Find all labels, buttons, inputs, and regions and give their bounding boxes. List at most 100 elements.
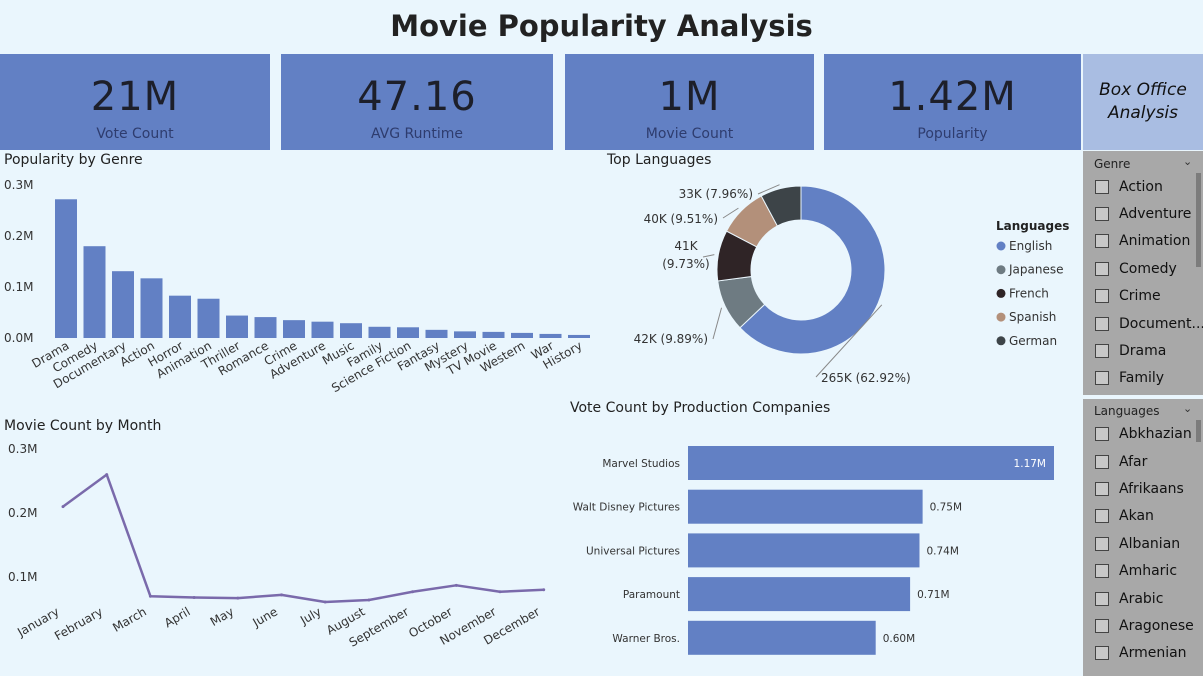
languages-slicer-scrollbar[interactable] [1196, 420, 1201, 442]
top-languages-donut-chart[interactable]: 265K (62.92%) 42K (9.89%) 41K (9.73%) 40K (9… [595, 170, 1080, 395]
company-bar [688, 620, 876, 655]
language-option[interactable]: Amharic [1095, 561, 1203, 581]
data-label-line: 41K [674, 239, 698, 253]
checkbox[interactable] [1095, 509, 1109, 523]
data-point [148, 594, 152, 598]
legend-marker [996, 288, 1006, 298]
kpi-label: Popularity [917, 126, 988, 142]
y-tick-label: 0.2M [8, 506, 37, 520]
data-label: 40K (9.51%) [644, 212, 718, 226]
box-office-analysis-button[interactable]: Box Office Analysis [1083, 54, 1203, 150]
checkbox[interactable] [1095, 317, 1109, 331]
chevron-down-icon[interactable]: ⌄ [1183, 402, 1193, 415]
checkbox[interactable] [1095, 537, 1109, 551]
genre-option[interactable]: Family [1095, 368, 1203, 388]
legend-entry: Japanese [1008, 263, 1064, 277]
checkbox[interactable] [1095, 619, 1109, 633]
company-bar [688, 446, 1054, 480]
genre-option-label: Animation [1119, 233, 1191, 249]
kpi-card-movie-count[interactable]: 1M Movie Count [565, 54, 814, 150]
genre-bar [283, 320, 305, 338]
genre-option[interactable]: Crime [1095, 286, 1203, 306]
genre-option-label: Action [1119, 179, 1163, 195]
checkbox[interactable] [1095, 564, 1109, 578]
genre-bar [568, 334, 590, 338]
genre-option-label: Comedy [1119, 261, 1177, 277]
genre-option[interactable]: Animation [1095, 231, 1203, 251]
genre-bar [311, 321, 334, 338]
language-option[interactable]: Arabic [1095, 589, 1203, 609]
kpi-card-avg-runtime[interactable]: 47.16 AVG Runtime [281, 54, 553, 150]
kpi-card-popularity[interactable]: 1.42M Popularity [824, 54, 1081, 150]
legend-marker [996, 312, 1006, 322]
checkbox[interactable] [1095, 207, 1109, 221]
checkbox[interactable] [1095, 592, 1109, 606]
chart-title-popularity-by-genre: Popularity by Genre [4, 152, 143, 168]
genre-option[interactable]: Drama [1095, 341, 1203, 361]
checkbox[interactable] [1095, 371, 1109, 385]
language-option[interactable]: Akan [1095, 506, 1203, 526]
chevron-down-icon[interactable]: ⌄ [1183, 155, 1193, 168]
checkbox[interactable] [1095, 180, 1109, 194]
data-point [411, 590, 415, 594]
legend-entry: German [1009, 334, 1057, 348]
genre-option[interactable]: Comedy [1095, 259, 1203, 279]
languages-slicer-header: Languages [1094, 404, 1160, 418]
kpi-value: 21M [90, 74, 180, 120]
genre-bar [197, 298, 220, 338]
genre-bar [169, 295, 191, 338]
genre-option[interactable]: Document... [1095, 314, 1203, 334]
genre-option[interactable]: Adventure [1095, 204, 1203, 224]
genre-slicer-header: Genre [1094, 157, 1131, 171]
chart-title-vote-count-by-production: Vote Count by Production Companies [570, 400, 831, 416]
data-label: 0.74M [926, 545, 958, 557]
genre-bar [55, 199, 77, 338]
y-tick-label: 0.2M [4, 229, 33, 243]
popularity-by-genre-chart[interactable]: 0.0M0.1M0.2M0.3MDramaComedyDocumentaryAc… [0, 170, 595, 405]
genre-bar [140, 278, 163, 338]
language-option[interactable]: Armenian [1095, 643, 1203, 663]
genre-option-label: Drama [1119, 343, 1167, 359]
language-option-label: Armenian [1119, 645, 1187, 661]
data-point [236, 596, 240, 600]
slicer-divider [1083, 395, 1203, 399]
page-title: Movie Popularity Analysis [390, 9, 813, 43]
x-tick-label: March [110, 604, 149, 634]
language-option[interactable]: Aragonese [1095, 616, 1203, 636]
kpi-label: Vote Count [96, 126, 174, 142]
checkbox[interactable] [1095, 234, 1109, 248]
language-option[interactable]: Afrikaans [1095, 479, 1203, 499]
company-label: Marvel Studios [602, 458, 680, 470]
genre-bar [511, 332, 533, 338]
company-label: Warner Bros. [612, 633, 680, 645]
genre-slicer-scrollbar[interactable] [1196, 173, 1201, 267]
legend-entry: Spanish [1009, 310, 1056, 324]
genre-bar [425, 329, 448, 338]
data-label: 33K (7.96%) [679, 187, 753, 201]
y-tick-label: 0.1M [8, 570, 37, 584]
language-option[interactable]: Abkhazian [1095, 424, 1203, 444]
checkbox[interactable] [1095, 262, 1109, 276]
data-point [280, 593, 283, 597]
kpi-label: Movie Count [645, 126, 734, 142]
box-office-analysis-label: Box Office Analysis [1099, 80, 1187, 123]
genre-option[interactable]: Action [1095, 177, 1203, 197]
data-point [542, 588, 546, 592]
checkbox[interactable] [1095, 646, 1109, 660]
checkbox[interactable] [1095, 344, 1109, 358]
genre-bar [482, 331, 505, 338]
legend-marker [996, 241, 1006, 251]
checkbox[interactable] [1095, 482, 1109, 496]
checkbox[interactable] [1095, 289, 1109, 303]
language-option[interactable]: Albanian [1095, 534, 1203, 554]
language-option-label: Afar [1119, 454, 1148, 470]
kpi-card-vote-count[interactable]: 21M Vote Count [0, 54, 270, 150]
vote-count-by-production-chart[interactable]: Marvel Studios 1.17M Walt Disney Pictures 0… [565, 420, 1080, 676]
checkbox[interactable] [1095, 427, 1109, 441]
data-point [192, 595, 196, 599]
language-option[interactable]: Afar [1095, 452, 1203, 472]
checkbox[interactable] [1095, 455, 1109, 469]
x-tick-label: June [249, 604, 280, 630]
legend-marker [996, 265, 1006, 275]
